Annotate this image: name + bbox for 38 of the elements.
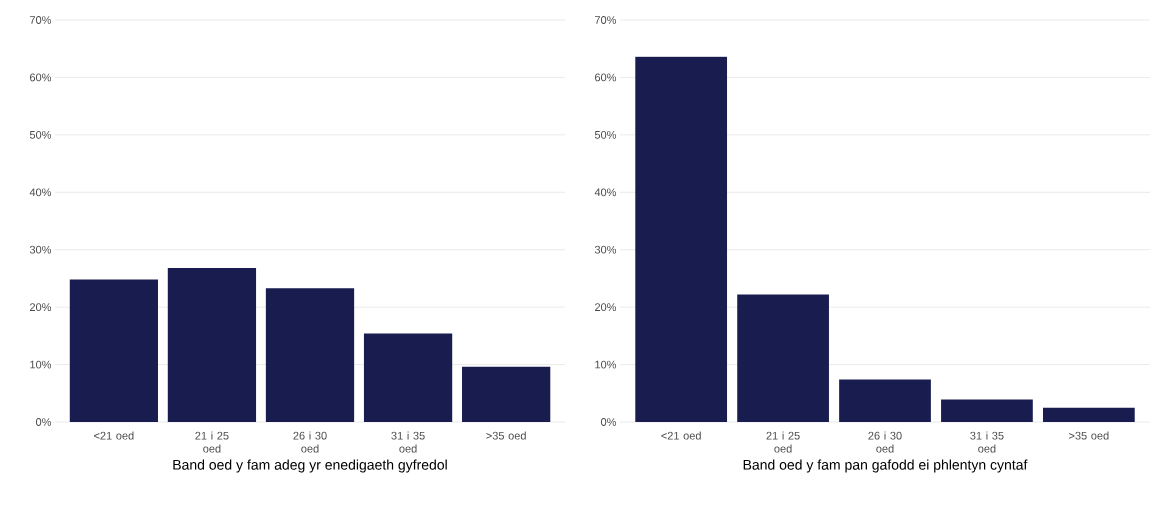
bar — [737, 294, 829, 422]
x-tick-label: 31 i 35 oed — [970, 431, 1004, 453]
y-tick-label: 30% — [29, 245, 52, 254]
y-tick-label: 10% — [595, 360, 617, 369]
y-tick-label: 10% — [30, 360, 52, 369]
bar — [635, 56, 728, 422]
x-tick-label: 31 i 35 oed — [391, 431, 425, 453]
y-tick-label: 60% — [595, 73, 617, 82]
bar — [941, 399, 1033, 422]
y-tick-label: 40% — [29, 188, 52, 197]
x-axis-title: Band oed y fam adeg yr enedigaeth gyfredol — [173, 459, 447, 473]
bar — [363, 333, 453, 422]
y-tick-label: 60% — [30, 73, 52, 82]
y-tick-label: 70% — [595, 16, 617, 24]
bar — [265, 288, 355, 422]
bar — [462, 366, 551, 422]
y-tick-label: 50% — [29, 130, 52, 139]
y-tick-label: 20% — [30, 303, 52, 312]
x-tick-label: 26 i 30 oed — [868, 431, 902, 453]
x-tick-label: <21 oed — [661, 431, 701, 440]
y-tick-label: 30% — [594, 245, 617, 254]
x-tick-label: 21 i 25 oed — [766, 431, 800, 453]
y-tick-label: 40% — [594, 188, 617, 197]
bar — [1042, 407, 1135, 422]
bar — [167, 268, 257, 422]
y-tick-label: 0% — [601, 418, 617, 426]
y-tick-label: 20% — [595, 303, 617, 312]
x-tick-label: <21 oed — [94, 431, 134, 440]
x-tick-label: 21 i 25 oed — [195, 431, 229, 453]
x-tick-label: >35 oed — [486, 431, 526, 440]
y-tick-label: 0% — [35, 418, 52, 426]
x-tick-label: 26 i 30 oed — [293, 431, 327, 453]
bar — [69, 279, 158, 422]
y-tick-label: 70% — [30, 16, 52, 24]
bar — [839, 379, 931, 422]
x-tick-label: >35 oed — [1069, 431, 1109, 440]
x-axis-title: Band oed y fam pan gafodd ei phlentyn cyntaf — [743, 459, 1028, 473]
y-tick-label: 50% — [594, 130, 617, 139]
